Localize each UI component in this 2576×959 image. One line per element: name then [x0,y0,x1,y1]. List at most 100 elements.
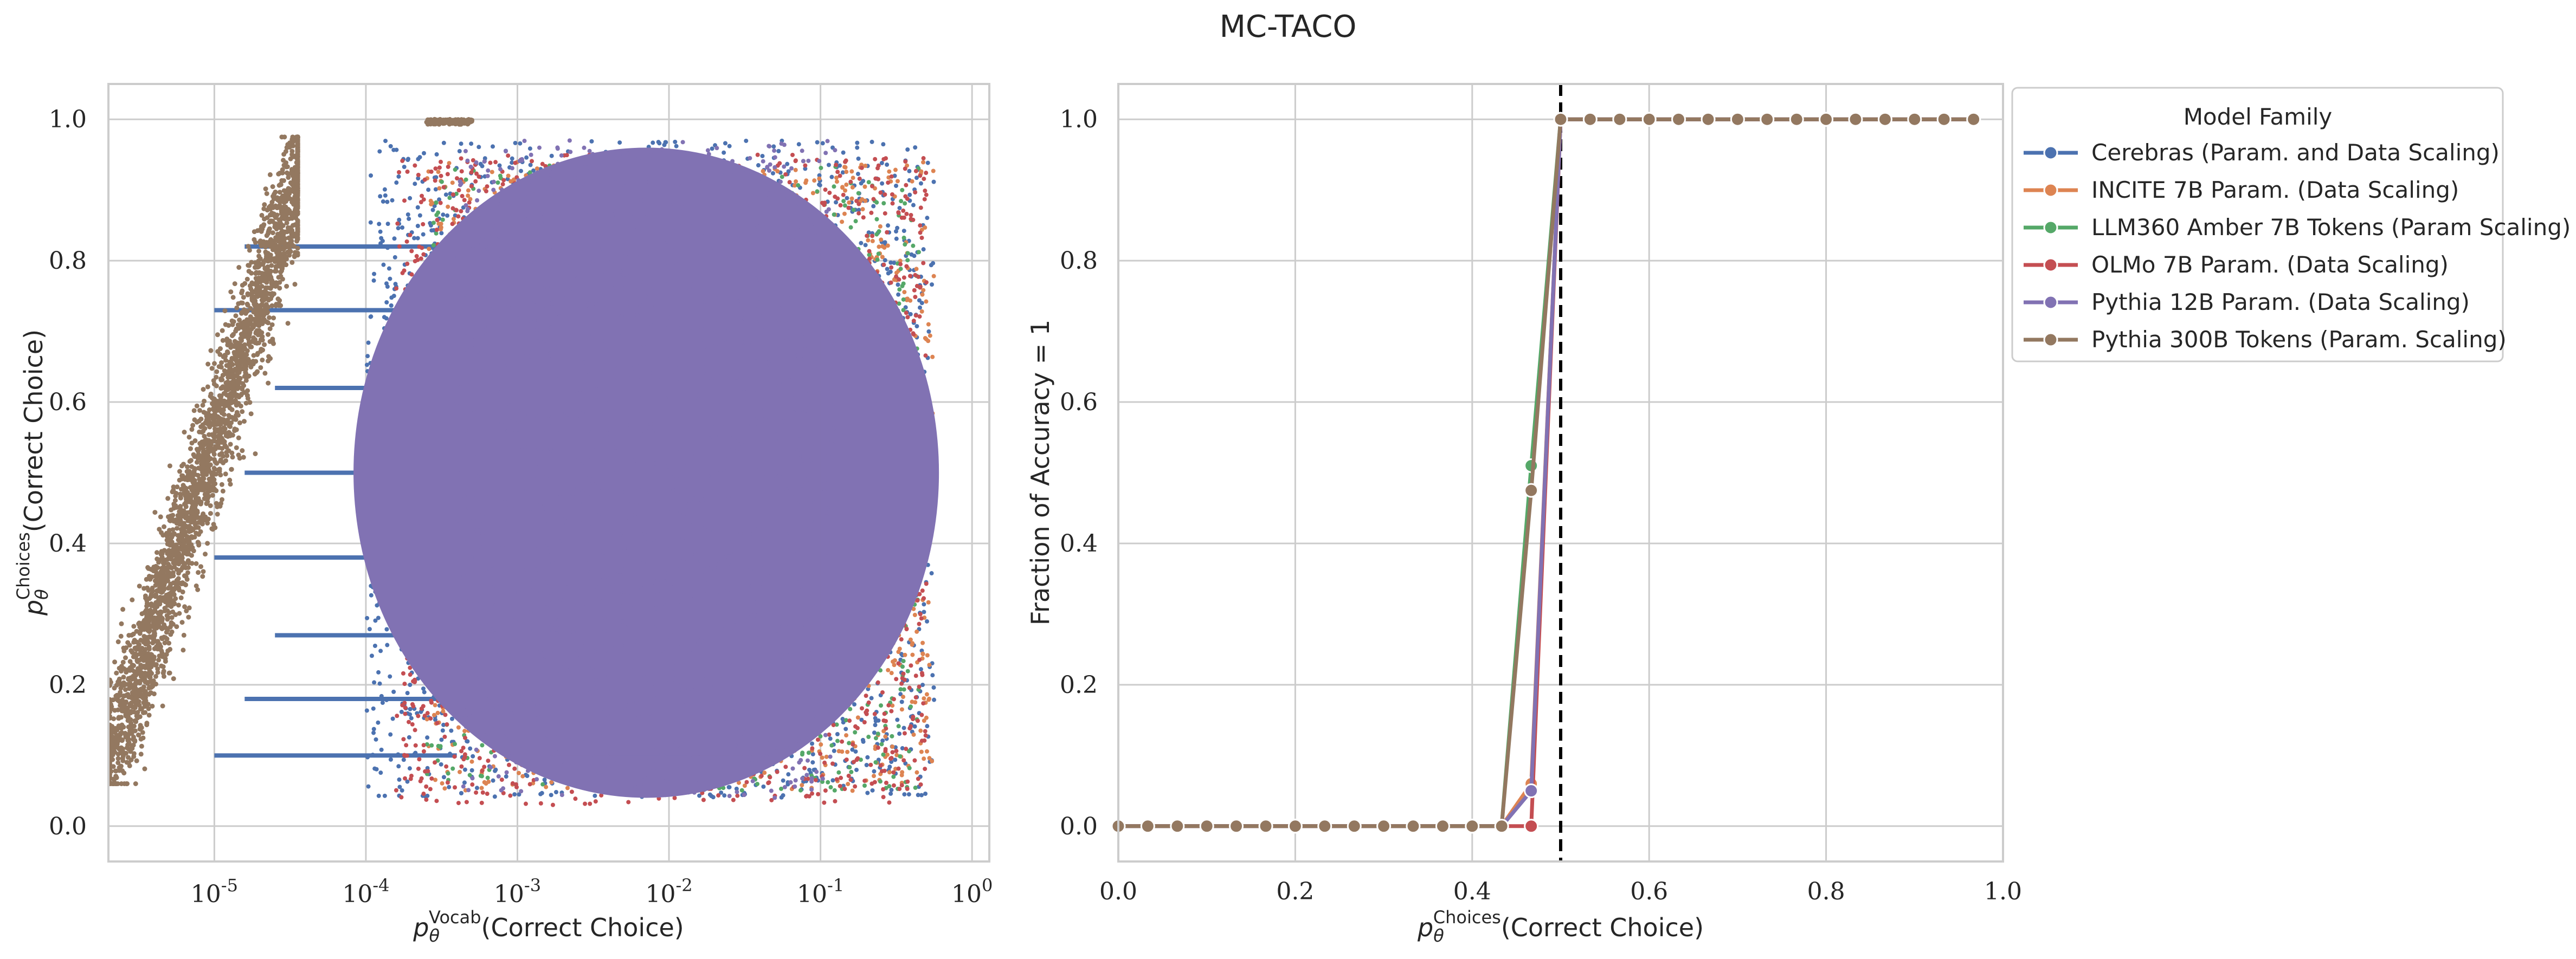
scatter-point [840,749,845,754]
scatter-point [845,196,849,200]
scatter-point [434,152,439,157]
scatter-point [796,142,801,147]
scatter-point [379,747,384,752]
scatter-point [891,774,896,779]
scatter-point [451,217,456,222]
scatter-point [829,174,834,179]
scatter-point [920,683,925,688]
scatter-point [520,774,525,779]
scatter-point [710,146,714,151]
scatter-point [873,716,878,721]
scatter-point [848,225,853,230]
scatter-point [421,232,426,237]
scatter-point [804,178,809,183]
scatter-point [447,161,452,166]
scatter-point [895,225,900,230]
scatter-point [786,772,791,777]
scatter-point [897,205,902,210]
scatter-point [385,199,390,204]
scatter-point [893,167,898,172]
scatter-point [391,689,396,694]
scatter-point [374,767,379,772]
scatter-point [841,199,846,204]
scatter-point [456,725,461,730]
scatter-point [517,792,521,797]
scatter-point [918,181,923,186]
scatter-point [492,794,497,799]
scatter-point [396,764,401,769]
scatter-point [803,166,808,171]
scatter-point [810,751,815,756]
scatter-point [433,717,437,722]
scatter-point [905,258,910,263]
scatter-point [440,728,445,733]
scatter-point [770,171,775,176]
scatter-point [871,774,876,779]
scatter-point [415,224,420,229]
scatter-point [924,299,929,304]
scatter-point [927,756,932,761]
scatter-point [756,163,761,168]
scatter-point [388,144,393,148]
scatter-point [928,333,932,338]
scatter-point [589,139,594,144]
scatter-point [899,699,904,704]
scatter-point [913,145,918,150]
scatter-point [469,759,474,764]
scatter-point [442,786,447,791]
scatter-point [617,140,622,145]
scatter-point [396,174,401,179]
scatter-point [910,699,915,704]
scatter-point [917,298,922,303]
scatter-point [853,749,858,754]
scatter-point [900,770,905,775]
scatter-point [441,775,446,780]
scatter-point [843,188,848,193]
scatter-point [924,692,929,697]
scatter-point [889,671,894,676]
scatter-point [381,262,386,267]
scatter-point [366,340,371,345]
scatter-point [879,160,884,165]
scatter-point [859,241,864,245]
scatter-point [883,734,888,739]
scatter-point [910,179,915,184]
scatter-point [369,653,374,658]
scatter-point [879,742,884,747]
scatter-point [422,151,427,155]
scatter-point [855,140,860,145]
scatter-point [883,240,887,245]
scatter-point [373,737,378,742]
scatter-point [902,792,907,797]
scatter-point [376,720,381,725]
scatter-point [925,653,930,658]
scatter-point [855,715,860,720]
scatter-points [107,116,939,807]
scatter-point [409,716,414,721]
scatter-point [697,793,702,798]
scatter-point [408,196,413,200]
scatter-point [883,258,887,263]
scatter-point [482,780,487,785]
scatter-point [723,141,727,146]
scatter-point [381,199,385,204]
scatter-point [852,702,857,707]
scatter-point [437,197,442,202]
scatter-point [881,142,886,147]
scatter-point [800,783,804,788]
scatter-point [878,779,883,784]
scatter-point [865,755,870,760]
scatter-point [907,192,912,197]
scatter-point [528,163,533,167]
scatter-point [510,160,514,165]
scatter-point [449,716,454,721]
scatter-point [405,212,410,217]
scatter-point [924,749,929,754]
scatter-point [384,281,389,286]
scatter-point [922,602,926,607]
scatter-point [930,354,935,359]
scatter-point [890,744,895,749]
scatter-point [901,297,906,302]
scatter-point [926,339,931,344]
scatter-point [896,650,901,655]
